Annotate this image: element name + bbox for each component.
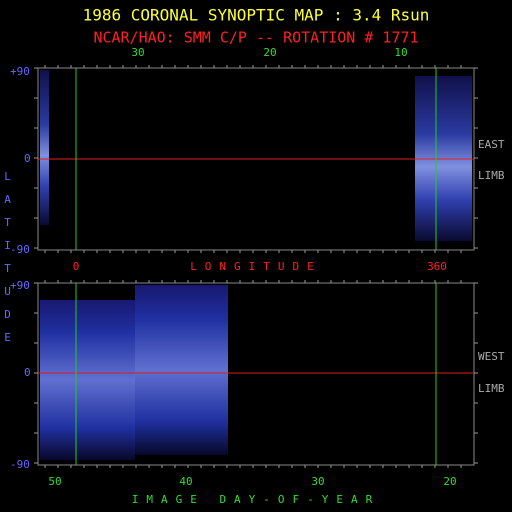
east-label: EAST [478, 138, 505, 151]
data-strip [40, 70, 49, 225]
lat-tick: +90 [10, 65, 30, 78]
limb-label: LIMB [478, 169, 505, 182]
top-tick: 10 [394, 46, 407, 59]
panel-frame [37, 282, 475, 466]
data-block [135, 285, 228, 455]
day-tick: 30 [311, 475, 324, 488]
west-label: WEST [478, 350, 505, 363]
lat-tick: +90 [10, 279, 30, 292]
day-tick: 50 [48, 475, 61, 488]
top-tick: 30 [131, 46, 144, 59]
title: 1986 CORONAL SYNOPTIC MAP : 3.4 Rsun [83, 6, 430, 25]
data-block [40, 300, 135, 460]
lat-tick: -90 [10, 243, 30, 256]
lat-tick: 0 [24, 366, 31, 379]
lat-tick: 0 [24, 152, 31, 165]
latitude-label: LATITUDE [1, 170, 14, 354]
longitude-start: 0 [73, 260, 80, 273]
subtitle: NCAR/HAO: SMM C/P -- ROTATION # 1771 [93, 29, 418, 47]
day-axis-label: IMAGE DAY-OF-YEAR [132, 493, 381, 506]
longitude-label: LONGITUDE [190, 260, 322, 273]
top-tick: 20 [263, 46, 276, 59]
day-tick: 20 [443, 475, 456, 488]
limb-label: LIMB [478, 382, 505, 395]
day-tick: 40 [179, 475, 192, 488]
lat-tick: -90 [10, 458, 30, 471]
longitude-end: 360 [427, 260, 447, 273]
